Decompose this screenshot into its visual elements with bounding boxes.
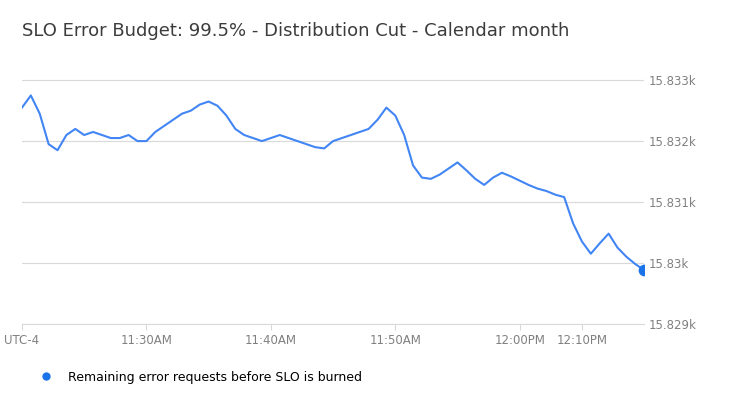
Text: SLO Error Budget: 99.5% - Distribution Cut - Calendar month: SLO Error Budget: 99.5% - Distribution C… (22, 22, 569, 40)
Legend: Remaining error requests before SLO is burned: Remaining error requests before SLO is b… (29, 366, 367, 388)
Point (638, 267, 650, 273)
